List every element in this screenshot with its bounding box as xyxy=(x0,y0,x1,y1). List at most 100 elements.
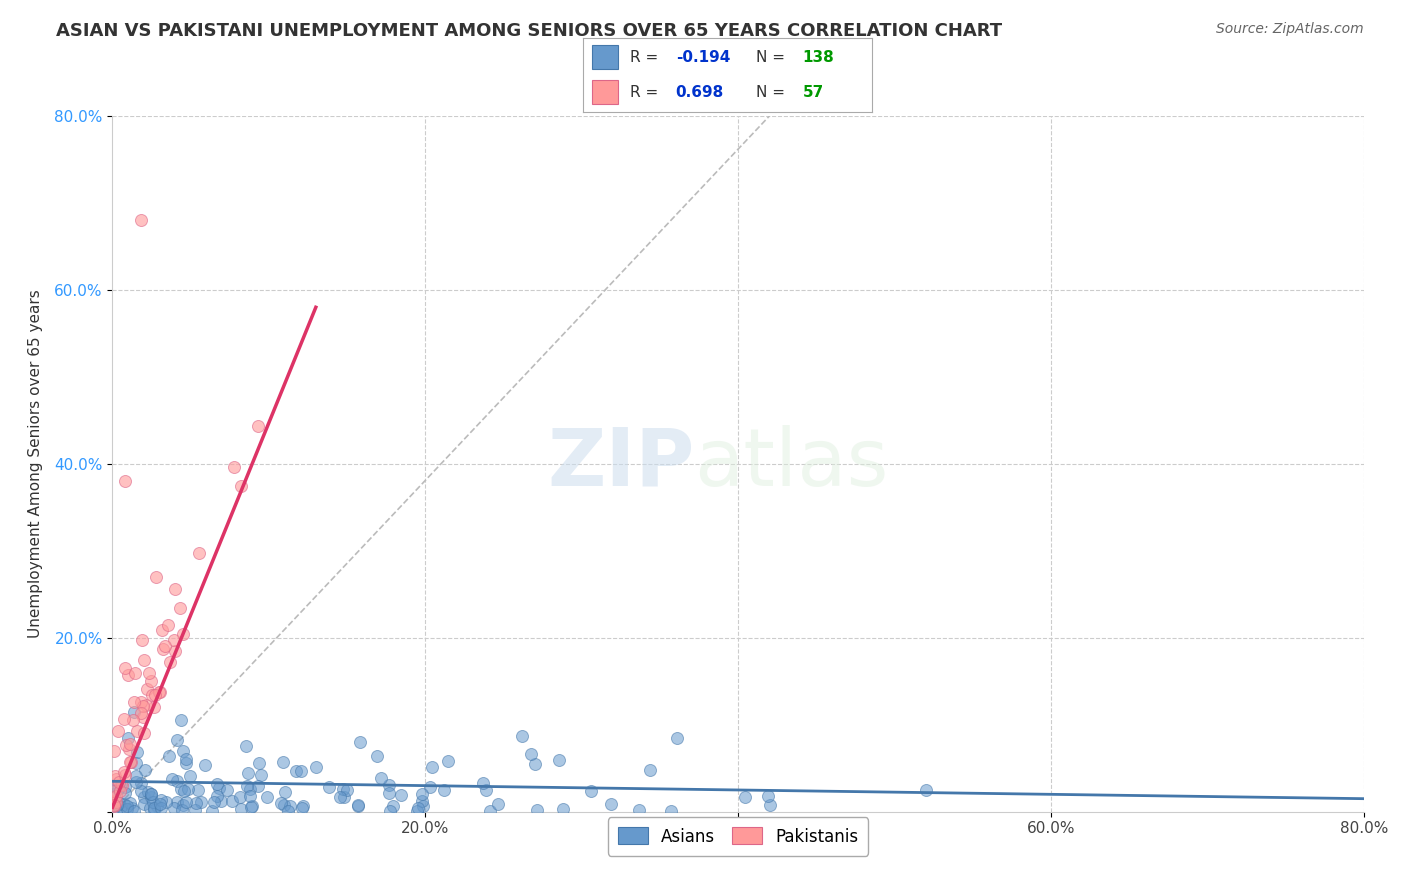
Point xyxy=(103,798,125,813)
Point xyxy=(235,739,257,753)
Text: atlas: atlas xyxy=(695,425,889,503)
Point xyxy=(236,766,259,780)
Point xyxy=(111,778,134,792)
Point xyxy=(209,794,232,808)
Point xyxy=(173,784,195,798)
Point xyxy=(104,795,127,809)
Point xyxy=(152,642,174,657)
Point xyxy=(108,774,131,789)
Point xyxy=(411,787,433,801)
Point xyxy=(132,726,155,740)
Point xyxy=(381,798,404,813)
Point xyxy=(187,546,209,560)
Point xyxy=(149,797,172,812)
Point xyxy=(194,757,217,772)
Point xyxy=(105,797,128,812)
Point xyxy=(114,661,136,675)
Point xyxy=(756,789,779,804)
Point xyxy=(124,666,146,681)
Point xyxy=(129,784,152,798)
Point xyxy=(103,743,125,757)
Point xyxy=(370,771,392,785)
Point xyxy=(103,784,125,798)
Point xyxy=(291,800,314,814)
Bar xyxy=(592,80,619,104)
Point xyxy=(172,627,194,641)
Point xyxy=(184,796,207,810)
Point xyxy=(131,695,153,709)
Point xyxy=(131,632,153,647)
Point xyxy=(187,783,209,797)
Point xyxy=(103,788,125,802)
Point xyxy=(172,744,194,758)
Point xyxy=(107,782,129,797)
Point xyxy=(478,804,501,818)
Point xyxy=(139,790,162,805)
Legend: Asians, Pakistanis: Asians, Pakistanis xyxy=(607,817,869,855)
Point xyxy=(273,798,295,813)
Point xyxy=(240,800,263,814)
Point xyxy=(510,729,533,743)
Point xyxy=(156,617,179,632)
Point xyxy=(179,769,201,783)
Point xyxy=(114,739,136,753)
Point xyxy=(169,782,191,797)
Point xyxy=(172,798,194,813)
Point xyxy=(290,764,312,778)
Point xyxy=(163,632,186,647)
Point xyxy=(169,601,191,615)
Point xyxy=(141,787,163,801)
Point xyxy=(118,755,141,769)
Point xyxy=(115,798,138,813)
Point xyxy=(256,789,278,804)
Point xyxy=(229,479,252,493)
Point xyxy=(103,779,125,793)
Text: Source: ZipAtlas.com: Source: ZipAtlas.com xyxy=(1216,22,1364,37)
Point xyxy=(915,782,938,797)
Point xyxy=(247,756,270,770)
Point xyxy=(172,803,194,817)
Point xyxy=(148,685,170,699)
Point xyxy=(474,782,496,797)
Point xyxy=(291,798,314,813)
Point xyxy=(143,803,166,817)
Point xyxy=(419,780,441,794)
Point xyxy=(141,689,163,703)
Point xyxy=(405,804,427,818)
Point xyxy=(471,776,494,790)
Point xyxy=(117,742,139,756)
Point xyxy=(122,804,145,818)
Point xyxy=(114,787,136,801)
Point xyxy=(129,213,152,227)
Point xyxy=(125,756,148,771)
Point xyxy=(305,760,328,774)
Text: R =: R = xyxy=(630,50,662,64)
Point xyxy=(222,460,245,475)
Point xyxy=(107,723,129,738)
Point xyxy=(150,801,173,815)
Point xyxy=(125,723,148,738)
Point xyxy=(734,789,756,804)
Point xyxy=(378,786,401,800)
Text: N =: N = xyxy=(756,50,790,64)
Point xyxy=(177,781,200,796)
Point xyxy=(159,655,181,669)
Point xyxy=(278,798,301,813)
Text: R =: R = xyxy=(630,85,662,100)
Point xyxy=(124,705,146,719)
Point xyxy=(389,789,412,803)
Point xyxy=(274,784,297,798)
Point xyxy=(239,789,262,804)
Point xyxy=(114,768,136,782)
Point xyxy=(174,752,197,766)
Point xyxy=(105,804,128,818)
Point xyxy=(378,778,401,792)
Point xyxy=(599,797,621,812)
Point xyxy=(349,735,371,749)
Point xyxy=(205,777,228,791)
Point xyxy=(163,582,186,596)
Point xyxy=(122,714,145,728)
Point xyxy=(420,760,443,774)
Point xyxy=(240,798,263,813)
Point xyxy=(347,798,370,813)
